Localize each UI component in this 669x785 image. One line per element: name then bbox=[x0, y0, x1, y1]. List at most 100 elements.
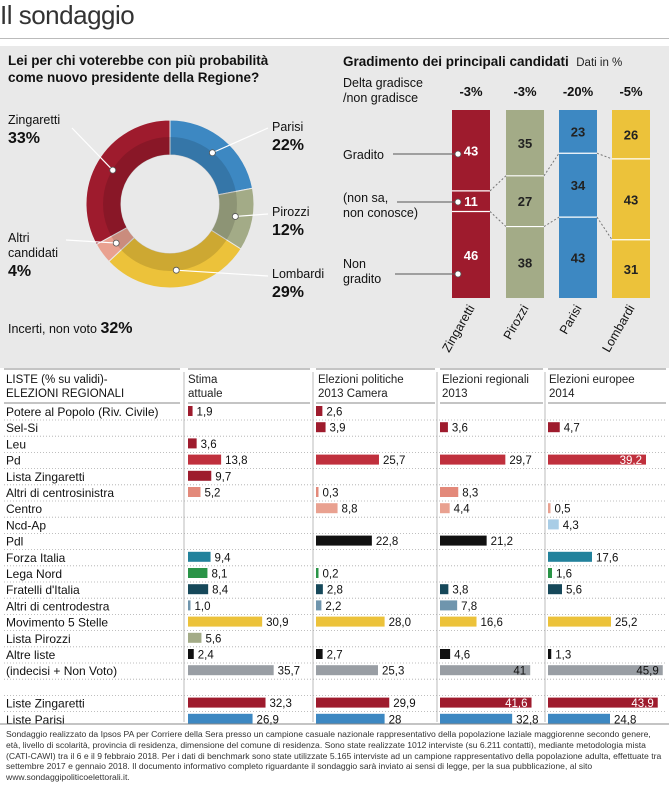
cand-row-dot-1 bbox=[454, 198, 462, 206]
lists-row-label-sel-si: Sel-Si bbox=[6, 421, 38, 435]
lists-bar-pd-1 bbox=[316, 454, 379, 465]
col-header-europee-line1: Elezioni europee bbox=[549, 374, 635, 386]
lists-row-label-lista-zingaretti: Lista Zingaretti bbox=[6, 470, 85, 484]
lists-value-altri-di-centrodestra-2: 7,8 bbox=[461, 601, 477, 613]
lists-bar-liste-zingaretti-0 bbox=[188, 697, 266, 708]
lists-bar-liste-parisi-1 bbox=[316, 713, 385, 724]
lists-row-label-ncd-ap: Ncd-Ap bbox=[6, 518, 46, 532]
lists-value-liste-zingaretti-3: 43,9 bbox=[631, 698, 653, 710]
lists-value-lega-nord-1: 0,2 bbox=[323, 569, 339, 581]
lists-value-movimento-5-stelle-2: 16,6 bbox=[481, 617, 503, 629]
col-header-regionali-line2: 2013 bbox=[442, 388, 468, 400]
cand-connector-2-0 bbox=[596, 152, 613, 160]
lists-value-pdl-1: 22,8 bbox=[376, 536, 398, 548]
cand-connector-1-0 bbox=[543, 152, 560, 177]
lists-row-label-forza-italia: Forza Italia bbox=[6, 551, 66, 565]
lists-value-fratelli-d-italia-3: 5,6 bbox=[566, 585, 582, 597]
donut-label-altri-candidati-1: candidati bbox=[8, 246, 58, 260]
lists-bar-lega-nord-0 bbox=[188, 568, 208, 578]
lists-bar-centro-2 bbox=[440, 503, 450, 514]
lists-bar-sel-si-1 bbox=[316, 422, 326, 433]
lists-value-fratelli-d-italia-1: 2,8 bbox=[327, 585, 343, 597]
lists-bar-indecisi-non-voto-2 bbox=[440, 665, 531, 676]
lists-value-lega-nord-3: 1,6 bbox=[556, 569, 572, 581]
donut-chart: Parisi 22% Pirozzi 12% Lombardi 29% Altricandi… bbox=[8, 113, 324, 301]
lists-value-altri-di-centrodestra-0: 1,0 bbox=[195, 601, 211, 613]
cand-bar-zingaretti-2 bbox=[452, 211, 490, 298]
lists-value-liste-zingaretti-0: 32,3 bbox=[270, 698, 292, 710]
cand-bar-pirozzi-1 bbox=[506, 175, 544, 227]
cand-value-pirozzi-2: 38 bbox=[518, 255, 532, 270]
col-header-stima: Stima attuale bbox=[188, 373, 223, 401]
cand-value-pirozzi-1: 27 bbox=[518, 194, 532, 209]
lists-header-line2: ELEZIONI REGIONALI bbox=[6, 388, 125, 400]
candidates-header: Gradimento dei principali candidati Dati… bbox=[343, 53, 622, 71]
donut-footer-value: 32% bbox=[100, 320, 133, 337]
lists-bar-altri-di-centrosinistra-1 bbox=[316, 487, 319, 497]
lists-bar-ncd-ap-3 bbox=[548, 519, 559, 530]
lists-row-label-altri-di-centrosinistra: Altri di centrosinistra bbox=[6, 486, 114, 500]
lists-bar-liste-zingaretti-2 bbox=[440, 697, 532, 708]
lists-bar-altri-di-centrodestra-1 bbox=[316, 600, 322, 611]
donut-inner-shade bbox=[103, 137, 237, 271]
lists-row-label-lista-pirozzi: Lista Pirozzi bbox=[6, 632, 71, 646]
lists-row-label-potere-al-popolo-riv-civile: Potere al Popolo (Riv. Civile) bbox=[6, 405, 159, 419]
lists-row-label-liste-parisi: Liste Parisi bbox=[6, 713, 65, 726]
donut-title-line1: Lei per chi voterebbe con più probabilit… bbox=[8, 53, 269, 68]
lists-value-pd-2: 29,7 bbox=[509, 455, 531, 467]
lists-row-label-altre-liste: Altre liste bbox=[6, 648, 56, 662]
donut-leader-lombardi bbox=[176, 269, 269, 277]
cand-delta-lombardi: -5% bbox=[619, 84, 643, 99]
cand-bar-lombardi-0 bbox=[612, 110, 650, 159]
lists-bar-fratelli-d-italia-3 bbox=[548, 584, 562, 595]
delta-label-line2: /non gradisce bbox=[343, 91, 419, 105]
lists-bar-leu-0 bbox=[188, 438, 197, 449]
lists-value-movimento-5-stelle-0: 30,9 bbox=[266, 617, 288, 629]
donut-footer: Incerti, non voto 32% bbox=[8, 320, 132, 338]
col-header-politiche-line1: Elezioni politiche bbox=[318, 374, 404, 386]
lists-row-label-lega-nord: Lega Nord bbox=[6, 567, 62, 581]
cand-row-dot-2 bbox=[454, 270, 462, 278]
col-header-stima-line2: attuale bbox=[188, 388, 223, 400]
lists-bar-pd-2 bbox=[440, 454, 506, 465]
lists-value-movimento-5-stelle-3: 25,2 bbox=[615, 617, 637, 629]
lists-value-altre-liste-2: 4,6 bbox=[454, 650, 470, 662]
lists-row-label-fratelli-d-italia: Fratelli d'Italia bbox=[6, 583, 80, 597]
lists-row-label-movimento-5-stelle: Movimento 5 Stelle bbox=[6, 616, 108, 630]
cand-connector-1-1 bbox=[543, 216, 560, 227]
lists-bar-liste-zingaretti-3 bbox=[548, 697, 658, 708]
lists-value-liste-zingaretti-2: 41,6 bbox=[505, 698, 527, 710]
delta-label: Delta gradisce /non gradisce bbox=[343, 76, 423, 106]
col-header-europee: Elezioni europee 2014 bbox=[549, 373, 635, 401]
lists-value-forza-italia-0: 9,4 bbox=[215, 552, 232, 564]
cand-bar-pirozzi-0 bbox=[506, 110, 544, 176]
lists-value-altri-di-centrodestra-1: 2,2 bbox=[325, 601, 341, 613]
donut-value-parisi: 22% bbox=[272, 137, 304, 154]
lists-bar-fratelli-d-italia-0 bbox=[188, 584, 209, 595]
lists-row-label-pdl: Pdl bbox=[6, 535, 23, 549]
lists-bar-indecisi-non-voto-0 bbox=[188, 665, 274, 676]
cand-bar-zingaretti-0 bbox=[452, 110, 490, 191]
cand-value-parisi-1: 34 bbox=[571, 178, 586, 193]
lists-bar-altre-liste-3 bbox=[548, 649, 552, 659]
donut-dot-zingaretti bbox=[109, 166, 117, 174]
lists-bar-altri-di-centrodestra-2 bbox=[440, 600, 458, 611]
donut-leader-zingaretti bbox=[71, 127, 114, 171]
cand-xlabel-lombardi: Lombardi bbox=[599, 303, 637, 355]
lists-header-line1: LISTE (% su validi)- bbox=[6, 374, 108, 386]
lists-bar-lega-nord-3 bbox=[548, 568, 552, 578]
lists-value-indecisi-non-voto-0: 35,7 bbox=[278, 666, 300, 678]
donut-leader-altri-candidati bbox=[65, 239, 117, 244]
lists-value-pd-1: 25,7 bbox=[383, 455, 405, 467]
lists-bar-pd-0 bbox=[188, 454, 222, 465]
lists-value-potere-al-popolo-riv-civile-1: 2,6 bbox=[326, 407, 342, 419]
lists-value-fratelli-d-italia-0: 8,4 bbox=[212, 585, 229, 597]
donut-dot-altri-candidati bbox=[112, 239, 120, 247]
lists-value-liste-parisi-3: 24,8 bbox=[614, 714, 636, 726]
cand-value-lombardi-0: 26 bbox=[624, 127, 638, 142]
lists-row-label-leu: Leu bbox=[6, 437, 26, 451]
lists-bar-centro-1 bbox=[316, 503, 338, 514]
lists-value-potere-al-popolo-riv-civile-0: 1,9 bbox=[197, 407, 213, 419]
label-gradito: Gradito bbox=[343, 148, 384, 162]
cand-bar-lombardi-1 bbox=[612, 158, 650, 240]
